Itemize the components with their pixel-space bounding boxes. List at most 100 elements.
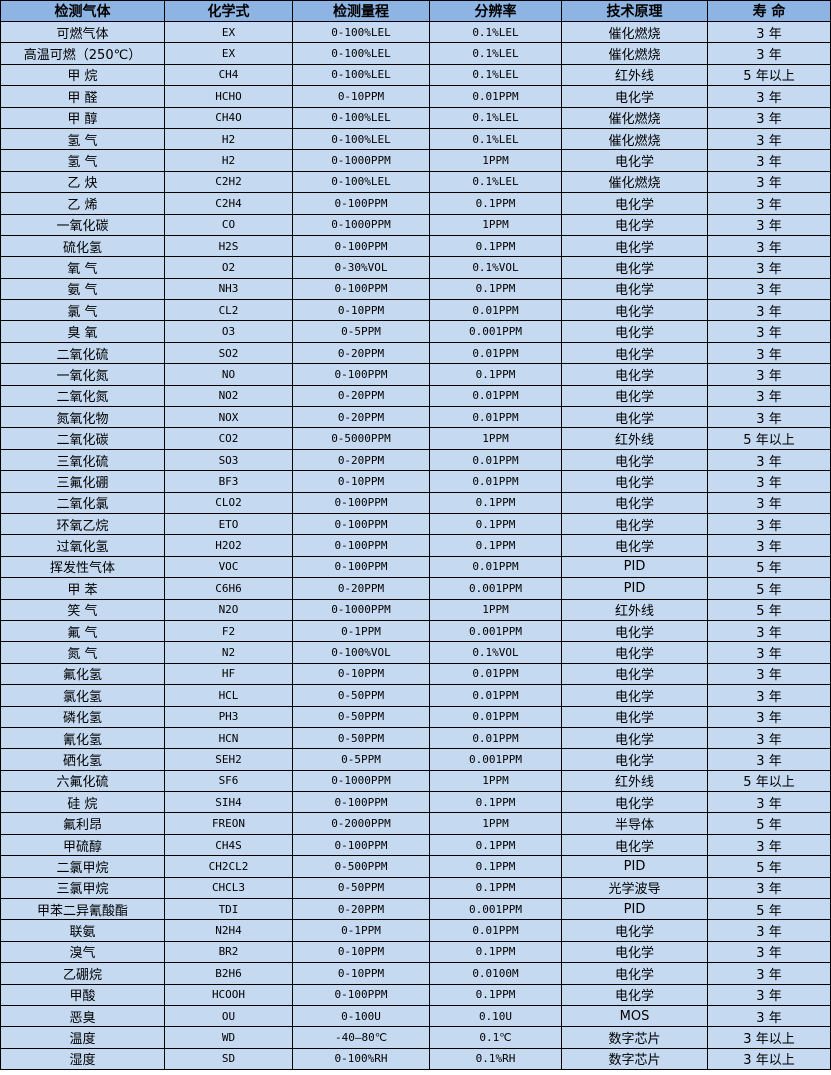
lifespan-cell: 3 年 [707,85,831,108]
formula-cell: HCN [164,726,293,750]
resolution-cell: 0.01PPM [429,726,562,750]
resolution-cell: 0.1PPM [429,983,562,1006]
table-row: 氟利昂 FREON 0-2000PPM 1PPM 半导体 5 年 [0,812,831,835]
gas-cell: 硫化氢 [0,234,165,258]
range-cell: 0-20PPM [292,448,430,472]
formula-cell: NH3 [164,277,293,301]
principle-cell: 红外线 [561,769,708,793]
principle-cell: 红外线 [561,63,708,87]
formula-cell: FREON [164,812,293,835]
table-row: 氢 气 H2 0-100%LEL 0.1%LEL 催化燃烧 3 年 [0,127,831,151]
formula-cell: HF [164,662,293,686]
gas-cell: 二氧化碳 [0,427,165,450]
gas-cell: 环氧乙烷 [0,512,165,536]
principle-cell: 电化学 [561,406,708,429]
principle-cell: 催化燃烧 [561,42,708,65]
range-cell: 0-20PPM [292,406,430,429]
principle-cell: 催化燃烧 [561,170,708,194]
lifespan-cell: 3 年 [707,448,831,472]
principle-cell: 电化学 [561,341,708,365]
lifespan-cell: 3 年 [707,748,831,771]
principle-cell: 电化学 [561,234,708,258]
resolution-cell: 0.1%VOL [429,256,562,279]
principle-cell: 电化学 [561,192,708,215]
principle-cell: 电化学 [561,277,708,301]
range-cell: 0-20PPM [292,341,430,365]
lifespan-cell: 3 年 [707,234,831,258]
lifespan-cell: 3 年 [707,684,831,707]
resolution-cell: 0.01PPM [429,406,562,429]
range-cell: 0-100PPM [292,791,430,814]
resolution-cell: 0.1PPM [429,833,562,857]
formula-cell: SO3 [164,448,293,472]
table-row: 三氧化硫 SO3 0-20PPM 0.01PPM 电化学 3 年 [0,448,831,472]
principle-cell: 半导体 [561,812,708,835]
table-row: 氰化氢 HCN 0-50PPM 0.01PPM 电化学 3 年 [0,726,831,750]
formula-cell: CLO2 [164,491,293,514]
lifespan-cell: 3 年 [707,876,831,900]
lifespan-cell: 3 年 [707,192,831,215]
range-cell: 0-100%LEL [292,127,430,151]
table-row: 氮氧化物 NOX 0-20PPM 0.01PPM 电化学 3 年 [0,406,831,429]
gas-cell: 氮 气 [0,641,165,664]
resolution-cell: 0.1PPM [429,876,562,900]
formula-cell: WD [164,1026,293,1049]
principle-cell: 电化学 [561,213,708,236]
formula-cell: N2H4 [164,919,293,942]
table-row: 氧 气 O2 0-30%VOL 0.1%VOL 电化学 3 年 [0,256,831,279]
gas-cell: 氟 气 [0,619,165,643]
table-row: 挥发性气体 VOC 0-100PPM 0.01PPM PID 5 年 [0,555,831,579]
range-cell: 0-50PPM [292,684,430,707]
range-cell: 0-5000PPM [292,427,430,450]
resolution-cell: 0.1%LEL [429,127,562,151]
principle-cell: 电化学 [561,748,708,771]
range-cell: 0-10PPM [292,85,430,108]
formula-cell: H2 [164,127,293,151]
resolution-cell: 0.1%LEL [429,42,562,65]
resolution-cell: 0.1PPM [429,940,562,964]
principle-cell: 红外线 [561,427,708,450]
range-cell: 0-100PPM [292,277,430,301]
table-row: 二氧化碳 CO2 0-5000PPM 1PPM 红外线 5 年以上 [0,427,831,450]
lifespan-cell: 3 年 [707,726,831,750]
range-cell: 0-1000PPM [292,213,430,236]
resolution-cell: 0.1PPM [429,791,562,814]
gas-cell: 臭 氧 [0,320,165,343]
formula-cell: O2 [164,256,293,279]
principle-cell: 催化燃烧 [561,106,708,129]
table-row: 笑 气 N2O 0-1000PPM 1PPM 红外线 5 年 [0,598,831,621]
resolution-cell: 0.1PPM [429,534,562,557]
principle-cell: 电化学 [561,512,708,536]
resolution-cell: 1PPM [429,769,562,793]
principle-cell: PID [561,577,708,600]
resolution-cell: 0.10U [429,1004,562,1028]
table-row: 甲 醛 HCHO 0-10PPM 0.01PPM 电化学 3 年 [0,85,831,108]
lifespan-cell: 5 年 [707,898,831,921]
gas-cell: 甲苯二异氰酸酯 [0,898,165,921]
lifespan-cell: 3 年 [707,127,831,151]
resolution-cell: 0.01PPM [429,662,562,686]
lifespan-cell: 3 年 [707,341,831,365]
gas-cell: 湿度 [0,1047,165,1071]
formula-cell: SEH2 [164,748,293,771]
range-cell: 0-100PPM [292,491,430,514]
formula-cell: ETO [164,512,293,536]
formula-cell: SD [164,1047,293,1071]
gas-cell: 氟化氢 [0,662,165,686]
lifespan-cell: 3 年 [707,320,831,343]
header-gas: 检测气体 [0,0,165,22]
range-cell: 0-50PPM [292,705,430,728]
lifespan-cell: 3 年 [707,363,831,386]
range-cell: 0-100PPM [292,512,430,536]
principle-cell: MOS [561,1004,708,1028]
resolution-cell: 0.001PPM [429,577,562,600]
formula-cell: SIH4 [164,791,293,814]
formula-cell: B2H6 [164,962,293,985]
table-row: 硫化氢 H2S 0-100PPM 0.1PPM 电化学 3 年 [0,234,831,258]
resolution-cell: 0.001PPM [429,320,562,343]
lifespan-cell: 5 年 [707,555,831,579]
gas-cell: 硅 烷 [0,791,165,814]
gas-cell: 三氧化硫 [0,448,165,472]
table-row: 环氧乙烷 ETO 0-100PPM 0.1PPM 电化学 3 年 [0,512,831,536]
formula-cell: CO2 [164,427,293,450]
